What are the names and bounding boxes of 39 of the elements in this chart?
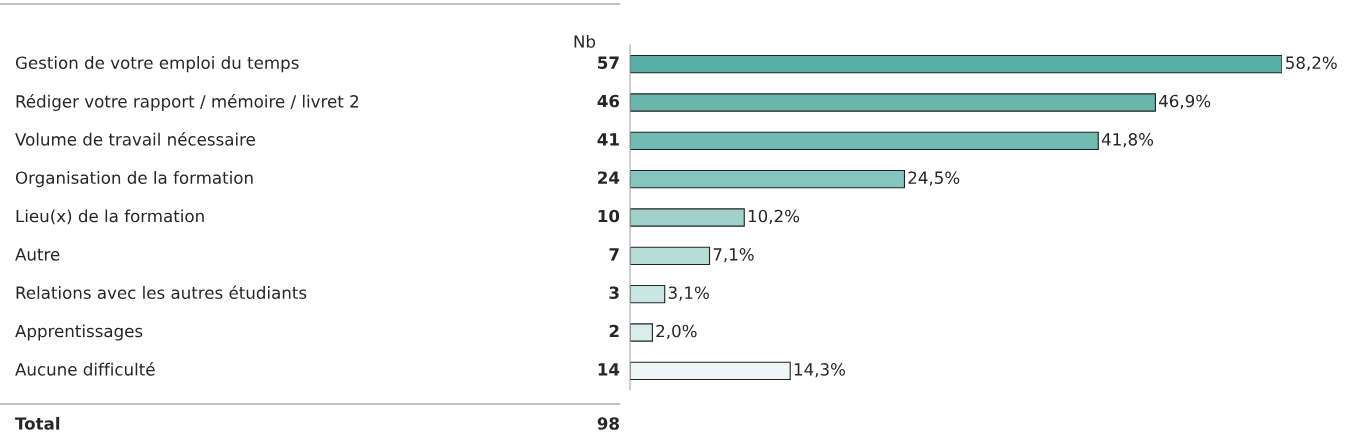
y-tick-label: Rédiger votre rapport / mémoire / livret 2 bbox=[16, 94, 359, 111]
data-label: 7,1% bbox=[713, 248, 754, 263]
bar bbox=[630, 284, 666, 304]
data-label: 41,8% bbox=[1101, 133, 1154, 148]
bar bbox=[630, 54, 1282, 74]
text: 98 bbox=[597, 417, 619, 430]
data-label: 58,2% bbox=[1286, 56, 1337, 71]
y-tick-label: Organisation de la formation bbox=[15, 171, 253, 188]
bar bbox=[630, 208, 745, 227]
text: 2 bbox=[609, 324, 619, 338]
y-tick-label: Aucune difficulté bbox=[15, 362, 155, 376]
text: Total bbox=[15, 416, 60, 430]
data-label: 10,2% bbox=[748, 209, 800, 225]
y-tick-label: Volume de travail nécessaire bbox=[15, 132, 255, 146]
text: 57 bbox=[598, 56, 619, 69]
text: 3 bbox=[609, 286, 619, 299]
bar bbox=[630, 361, 791, 381]
text: 46 bbox=[597, 94, 620, 108]
data-label: 24,5% bbox=[908, 171, 960, 186]
y-tick-label: Gestion de votre emploi du temps bbox=[15, 56, 299, 73]
bar bbox=[630, 323, 653, 342]
text: 7 bbox=[609, 248, 619, 261]
data-label: 46,9% bbox=[1159, 94, 1211, 110]
y-tick-label: Relations avec les autres étudiants bbox=[16, 285, 307, 299]
text: 41 bbox=[597, 133, 619, 146]
bar bbox=[630, 93, 1156, 112]
data-label: 3,1% bbox=[668, 286, 709, 301]
y-tick-label: Lieu(x) de la formation bbox=[16, 209, 204, 225]
bar bbox=[630, 131, 1099, 151]
y-tick-label: Apprentissages bbox=[15, 324, 143, 341]
text: 24 bbox=[598, 171, 620, 184]
bar bbox=[630, 169, 906, 189]
bar bbox=[630, 246, 711, 266]
data-label: 14,3% bbox=[794, 363, 845, 378]
y-tick-label: Autre bbox=[15, 248, 60, 261]
text: 14 bbox=[598, 363, 620, 376]
text: Nb bbox=[574, 34, 596, 48]
data-label: 2,0% bbox=[656, 324, 697, 340]
text: 10 bbox=[598, 209, 620, 223]
